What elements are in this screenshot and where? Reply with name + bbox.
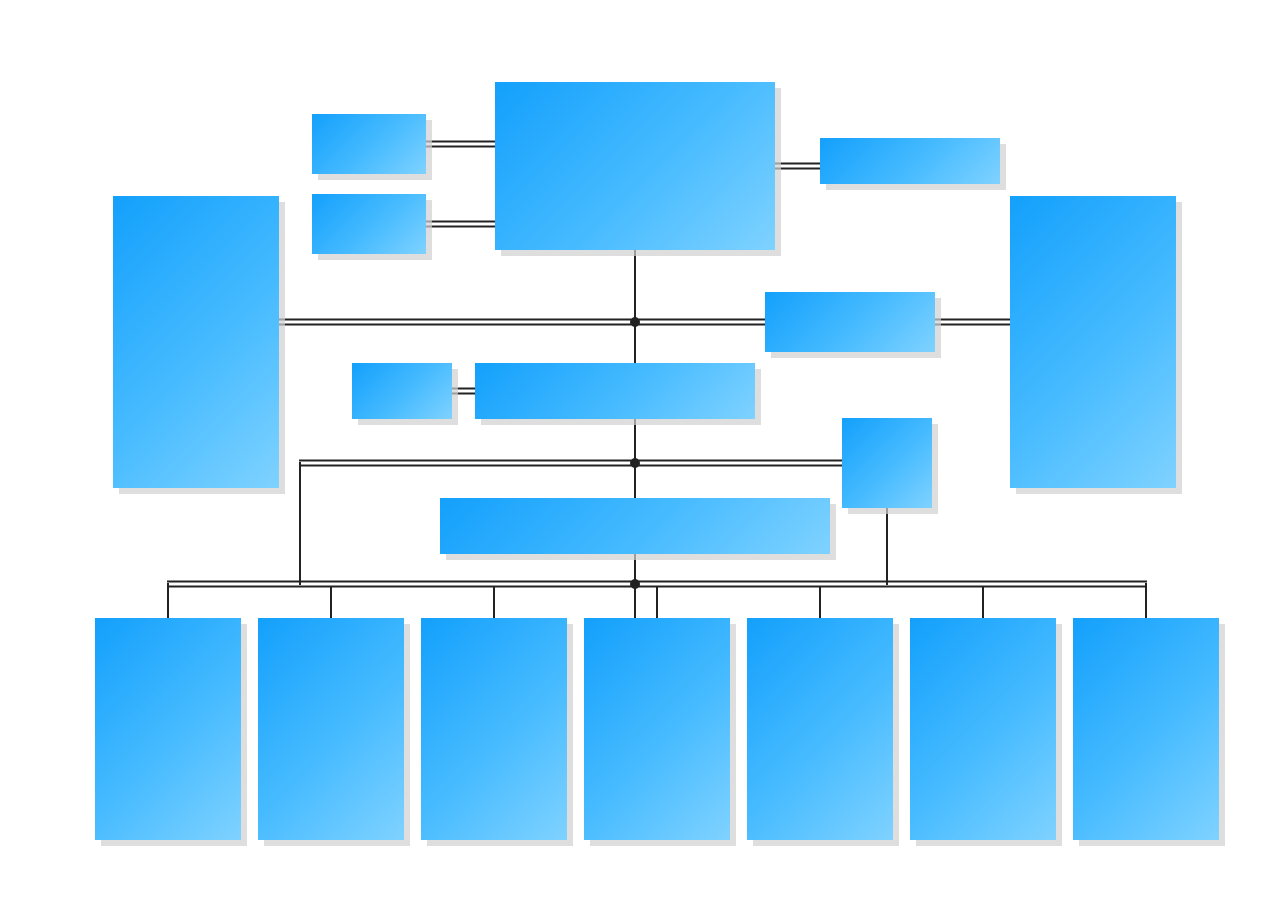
node-bot7 [1073, 618, 1219, 840]
node-rightBar1 [820, 138, 1000, 184]
node-bot6 [910, 618, 1056, 840]
node-bot2 [258, 618, 404, 840]
node-square1 [842, 418, 932, 508]
node-wideBar [440, 498, 830, 554]
node-bot1 [95, 618, 241, 840]
node-rightTall [1010, 196, 1176, 488]
node-leftTall [113, 196, 279, 488]
node-midBar [475, 363, 755, 419]
node-midRight1 [765, 292, 935, 352]
node-small1 [312, 114, 426, 174]
org-chart-diagram [0, 0, 1280, 904]
node-small2 [312, 194, 426, 254]
node-bot5 [747, 618, 893, 840]
node-bot4 [584, 618, 730, 840]
node-bot3 [421, 618, 567, 840]
node-topMain [495, 82, 775, 250]
node-midSmall [352, 363, 452, 419]
